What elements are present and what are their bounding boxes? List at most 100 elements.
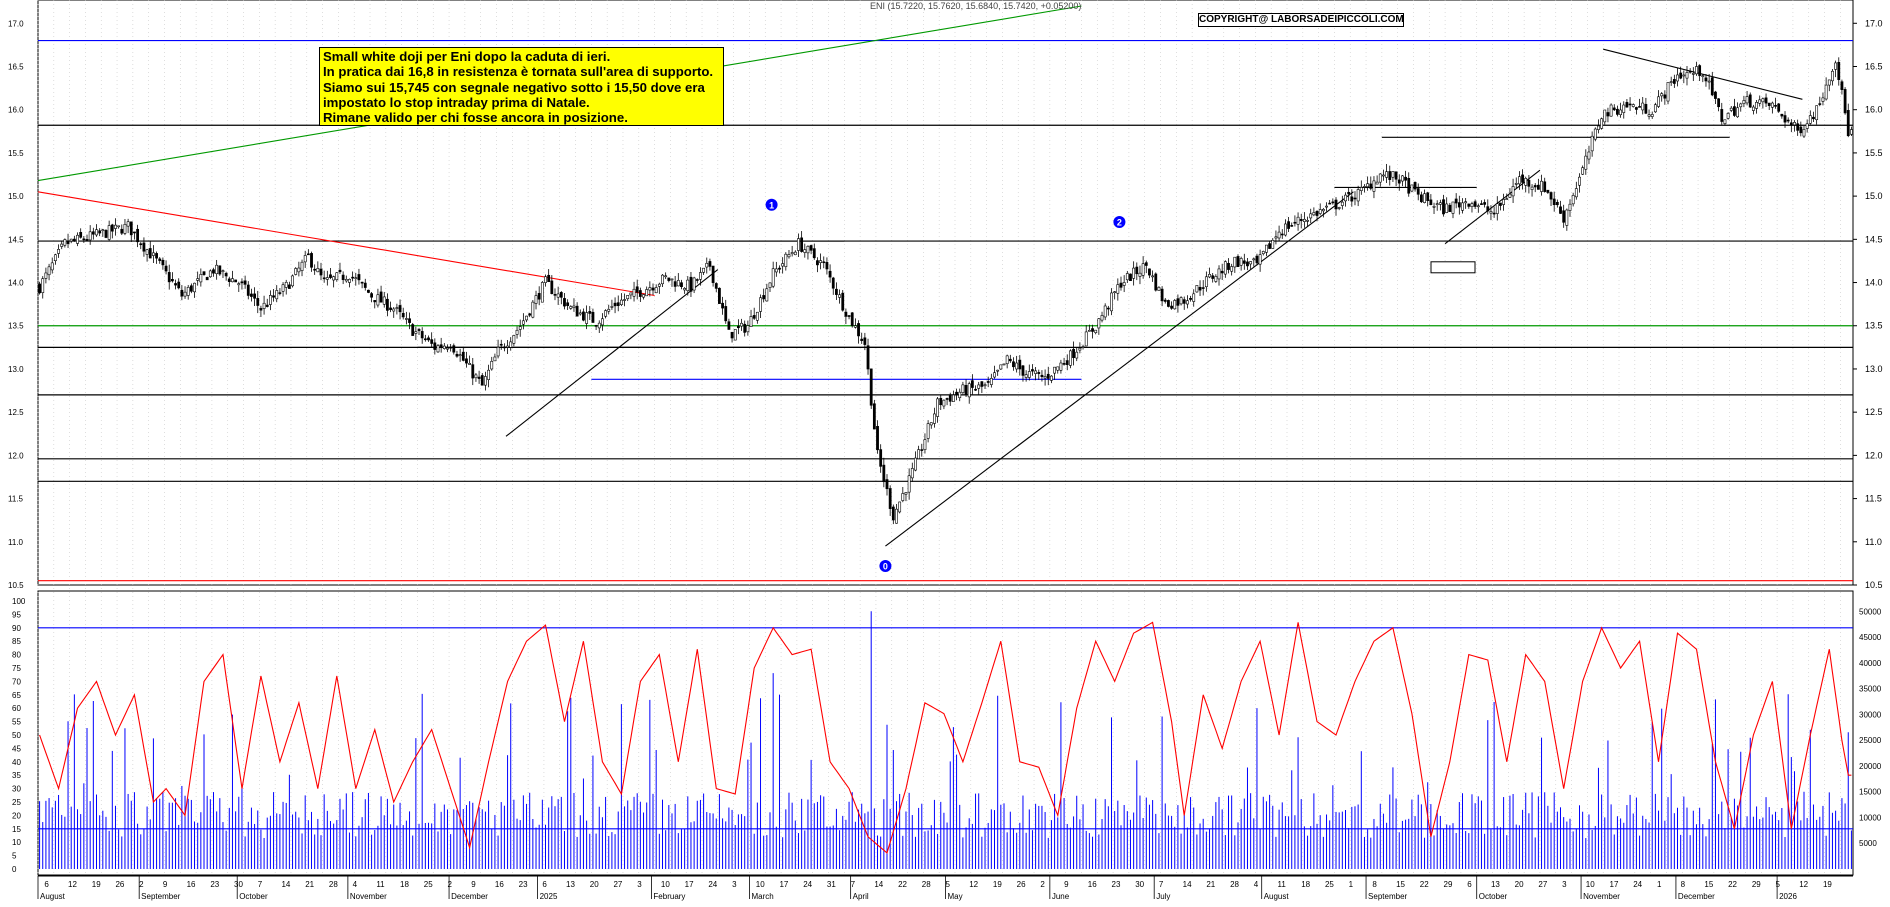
candle-body (559, 292, 563, 298)
candle-body (1502, 199, 1505, 205)
candle-body (1081, 346, 1085, 348)
candle-body (1233, 256, 1237, 268)
day-tick-label: 10 (1586, 880, 1595, 889)
candle-body (66, 240, 70, 244)
candle-body (752, 315, 756, 319)
month-tick-label: October (1479, 892, 1508, 901)
day-tick-label: 16 (1088, 880, 1097, 889)
candle-body (1163, 299, 1167, 302)
candle-body (939, 397, 943, 406)
day-tick-label: 3 (732, 880, 737, 889)
candle-body (44, 272, 48, 279)
candle-body (423, 338, 427, 341)
candle-body (996, 369, 1000, 372)
candle-body (1691, 73, 1695, 75)
month-tick-label: December (1678, 892, 1715, 901)
candle-body (781, 263, 785, 267)
candle-body (1777, 103, 1781, 112)
candle-body (547, 274, 551, 283)
candle-body (275, 290, 279, 300)
candle-body (1249, 261, 1253, 265)
candle-body (1097, 318, 1101, 329)
candle-body (1255, 255, 1259, 264)
candle-body (1609, 104, 1613, 117)
candle-body (370, 293, 373, 298)
candle-body (1574, 188, 1578, 198)
day-tick-label: 27 (613, 880, 622, 889)
candle-body (509, 341, 513, 348)
candle-body (1110, 292, 1113, 312)
candle-body (1059, 362, 1063, 371)
candle-body (468, 363, 472, 365)
candle-body (1578, 176, 1581, 186)
candle-body (1091, 328, 1094, 332)
price-tick-label-left: 17.0 (8, 19, 24, 28)
candle-body (692, 277, 696, 291)
candle-body (1536, 184, 1540, 190)
candle-body (853, 325, 857, 328)
day-tick-label: 28 (922, 880, 931, 889)
candle-body (325, 277, 329, 280)
candle-body (1065, 360, 1069, 365)
oscillator-tick-label: 85 (12, 637, 21, 646)
candle-body (566, 302, 570, 306)
candle-body (534, 295, 538, 304)
day-tick-label: 5 (946, 880, 951, 889)
day-tick-label: 22 (898, 880, 907, 889)
candle-body (952, 394, 955, 402)
candle-body (670, 278, 674, 281)
candle-body (1745, 96, 1749, 104)
candle-body (888, 488, 892, 509)
candle-body (1508, 193, 1512, 198)
candle-body (835, 288, 838, 295)
candle-body (272, 295, 275, 298)
candle-body (294, 268, 298, 275)
candle-body (591, 311, 595, 323)
candle-body (430, 339, 434, 344)
day-tick-label: 24 (1633, 880, 1642, 889)
day-tick-label: 17 (685, 880, 694, 889)
candle-body (1306, 220, 1309, 222)
candle-body (1815, 105, 1819, 121)
candle-body (518, 326, 522, 330)
candle-body (1189, 297, 1192, 300)
candle-body (253, 293, 256, 299)
candle-body (920, 449, 924, 451)
candle-body (1302, 218, 1306, 222)
candle-body (177, 281, 181, 289)
candle-body (1173, 300, 1177, 310)
day-tick-label: 9 (163, 880, 168, 889)
candle-body (841, 292, 845, 311)
candle-body (1132, 267, 1136, 279)
candle-body (243, 280, 247, 285)
candle-body (496, 346, 500, 357)
candle-body (1350, 196, 1354, 202)
day-tick-label: 23 (519, 880, 528, 889)
candle-body (1239, 258, 1243, 266)
candle-body (1144, 262, 1148, 266)
candle-body (967, 383, 971, 398)
candle-body (1318, 209, 1322, 214)
candle-body (983, 384, 987, 387)
candle-body (1748, 94, 1752, 108)
candle-body (1116, 284, 1120, 294)
candle-body (831, 277, 835, 289)
candle-body (1489, 211, 1493, 214)
candle-body (1821, 97, 1825, 102)
candle-body (1331, 201, 1335, 204)
day-tick-label: 28 (1230, 880, 1239, 889)
candle-body (869, 368, 873, 406)
candle-body (1012, 361, 1015, 368)
candle-body (265, 304, 269, 307)
candle-body (1796, 123, 1800, 131)
candle-body (1805, 123, 1809, 129)
oscillator-tick-label: 90 (12, 624, 21, 633)
candle-body (1717, 98, 1721, 108)
candle-body (759, 297, 762, 312)
price-tick-label: 12.0 (1865, 450, 1883, 460)
price-tick-label: 17.0 (1865, 18, 1883, 28)
candle-body (186, 286, 190, 296)
note-line: impostato lo stop intraday prima di Nata… (323, 94, 590, 110)
candle-body (1827, 79, 1831, 86)
candle-body (1698, 65, 1702, 76)
